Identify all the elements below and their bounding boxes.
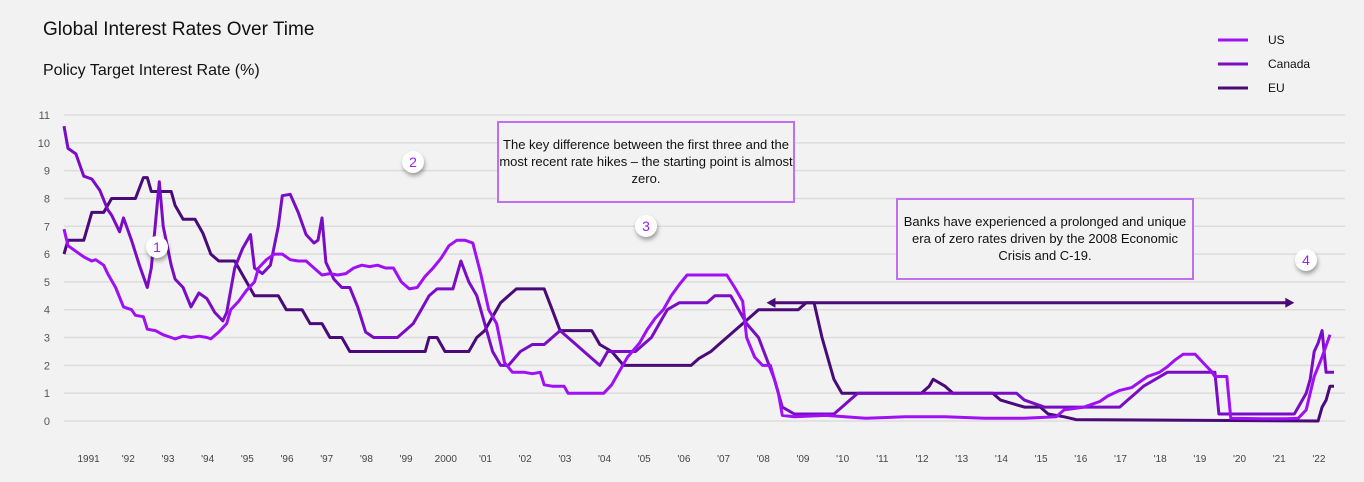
x-tick-label: '99 bbox=[400, 454, 413, 465]
x-tick-label: '07 bbox=[717, 454, 730, 465]
chart-title: Global Interest Rates Over Time bbox=[43, 19, 315, 40]
y-tick-label: 5 bbox=[44, 277, 50, 289]
y-tick-label: 11 bbox=[39, 110, 50, 122]
y-tick-label: 3 bbox=[44, 333, 50, 345]
y-tick-label: 0 bbox=[44, 416, 50, 428]
y-tick-label: 9 bbox=[44, 166, 50, 178]
y-tick-label: 1 bbox=[44, 388, 50, 400]
y-tick-label: 4 bbox=[44, 305, 50, 317]
series-line-us bbox=[62, 228, 1332, 421]
x-tick-label: '15 bbox=[1035, 454, 1048, 465]
zero-rate-era-arrow bbox=[766, 297, 1295, 308]
arrow-head-left bbox=[766, 297, 776, 308]
x-tick-label: '01 bbox=[479, 454, 492, 465]
y-axis-ticks: 0 1 2 3 4 5 6 7 8 9 10 11 bbox=[38, 110, 50, 428]
x-tick-label: '02 bbox=[519, 454, 532, 465]
x-tick-label: '97 bbox=[320, 454, 333, 465]
x-tick-label: '93 bbox=[161, 454, 174, 465]
x-tick-label: '06 bbox=[677, 454, 690, 465]
x-tick-label: '95 bbox=[241, 454, 254, 465]
x-tick-label: '19 bbox=[1193, 454, 1206, 465]
x-tick-label: '21 bbox=[1273, 454, 1286, 465]
x-tick-label: '03 bbox=[558, 454, 571, 465]
annotation-marker-1[interactable]: 1 bbox=[146, 236, 168, 258]
legend-label-canada: Canada bbox=[1268, 57, 1310, 71]
y-tick-label: 10 bbox=[38, 138, 50, 150]
callout-rate-hikes: The key difference between the first thr… bbox=[497, 121, 795, 203]
x-tick-label: '18 bbox=[1154, 454, 1167, 465]
y-tick-label: 2 bbox=[44, 360, 50, 372]
x-tick-label: 2000 bbox=[435, 454, 458, 465]
legend: US Canada EU bbox=[1218, 33, 1310, 95]
x-tick-label: '98 bbox=[360, 454, 373, 465]
x-tick-label: '96 bbox=[281, 454, 294, 465]
callout-zero-rates: Banks have experienced a prolonged and u… bbox=[896, 198, 1194, 280]
x-tick-label: '10 bbox=[836, 454, 849, 465]
legend-label-us: US bbox=[1268, 33, 1285, 47]
annotation-marker-3[interactable]: 3 bbox=[635, 215, 657, 237]
x-tick-label: '22 bbox=[1312, 454, 1325, 465]
x-tick-label: '92 bbox=[122, 454, 135, 465]
y-tick-label: 8 bbox=[44, 193, 50, 205]
x-tick-label: '04 bbox=[598, 454, 611, 465]
y-tick-label: 6 bbox=[44, 249, 50, 261]
x-tick-label: '17 bbox=[1114, 454, 1127, 465]
x-tick-label: '08 bbox=[757, 454, 770, 465]
x-tick-label: '14 bbox=[995, 454, 1008, 465]
legend-label-eu: EU bbox=[1268, 81, 1285, 95]
annotation-marker-4[interactable]: 4 bbox=[1295, 249, 1317, 271]
x-tick-label: '94 bbox=[201, 454, 214, 465]
x-tick-label: '20 bbox=[1233, 454, 1246, 465]
chart-subtitle: Policy Target Interest Rate (%) bbox=[43, 62, 260, 79]
annotation-marker-2[interactable]: 2 bbox=[402, 151, 424, 173]
x-tick-label: 1991 bbox=[77, 454, 100, 465]
x-tick-label: '09 bbox=[796, 454, 809, 465]
x-tick-label: '05 bbox=[638, 454, 651, 465]
arrow-head-right bbox=[1285, 297, 1295, 308]
y-tick-label: 7 bbox=[44, 221, 50, 233]
x-tick-label: '16 bbox=[1074, 454, 1087, 465]
x-axis-ticks: 1991 '92 '93 '94 '95 '96 '97 '98 '99 2000 '01 '02 '0… bbox=[77, 454, 1325, 465]
x-tick-label: '11 bbox=[876, 454, 889, 465]
x-tick-label: '13 bbox=[955, 454, 968, 465]
series-line-eu bbox=[62, 176, 1334, 423]
x-tick-label: '12 bbox=[916, 454, 929, 465]
series-line-canada bbox=[62, 125, 1334, 416]
series-lines bbox=[62, 125, 1334, 423]
